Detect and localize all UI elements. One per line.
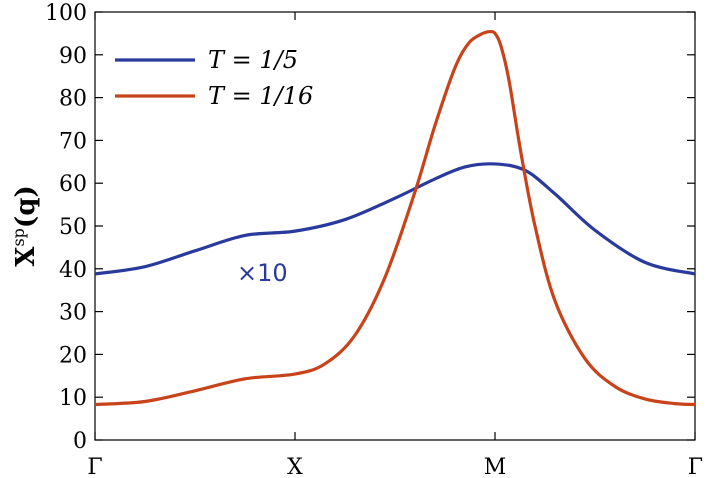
y-tick-label: 10 xyxy=(59,386,87,411)
y-axis-title: Xsp(q) xyxy=(9,185,41,266)
y-tick-label: 60 xyxy=(59,172,87,197)
y-tick-label: 90 xyxy=(59,44,87,69)
series-line-0 xyxy=(94,162,696,276)
annotation-x10: ×10 xyxy=(237,259,288,287)
legend-label-0: T = 1/5 xyxy=(208,46,298,74)
legend: T = 1/5 T = 1/16 xyxy=(115,46,313,110)
legend-label-1: T = 1/16 xyxy=(208,82,313,110)
series-layer xyxy=(94,29,696,407)
y-tick-label: 20 xyxy=(59,343,87,368)
y-ticks: 0 10 20 30 40 50 60 70 80 90 100 xyxy=(45,1,695,454)
y-tick-label: 30 xyxy=(59,301,87,326)
series-line-1 xyxy=(94,29,696,407)
y-tick-label: 40 xyxy=(59,258,87,283)
x-tick-label: X xyxy=(287,455,303,478)
y-tick-label: 80 xyxy=(59,87,87,112)
y-tick-label: 0 xyxy=(73,429,87,454)
x-tick-label: Γ xyxy=(87,455,102,478)
x-tick-label: Γ xyxy=(688,455,703,478)
y-tick-label: 100 xyxy=(45,1,87,26)
x-tick-label: M xyxy=(484,455,507,478)
plot-frame xyxy=(94,11,696,441)
y-tick-label: 70 xyxy=(59,129,87,154)
y-tick-label: 50 xyxy=(59,215,87,240)
